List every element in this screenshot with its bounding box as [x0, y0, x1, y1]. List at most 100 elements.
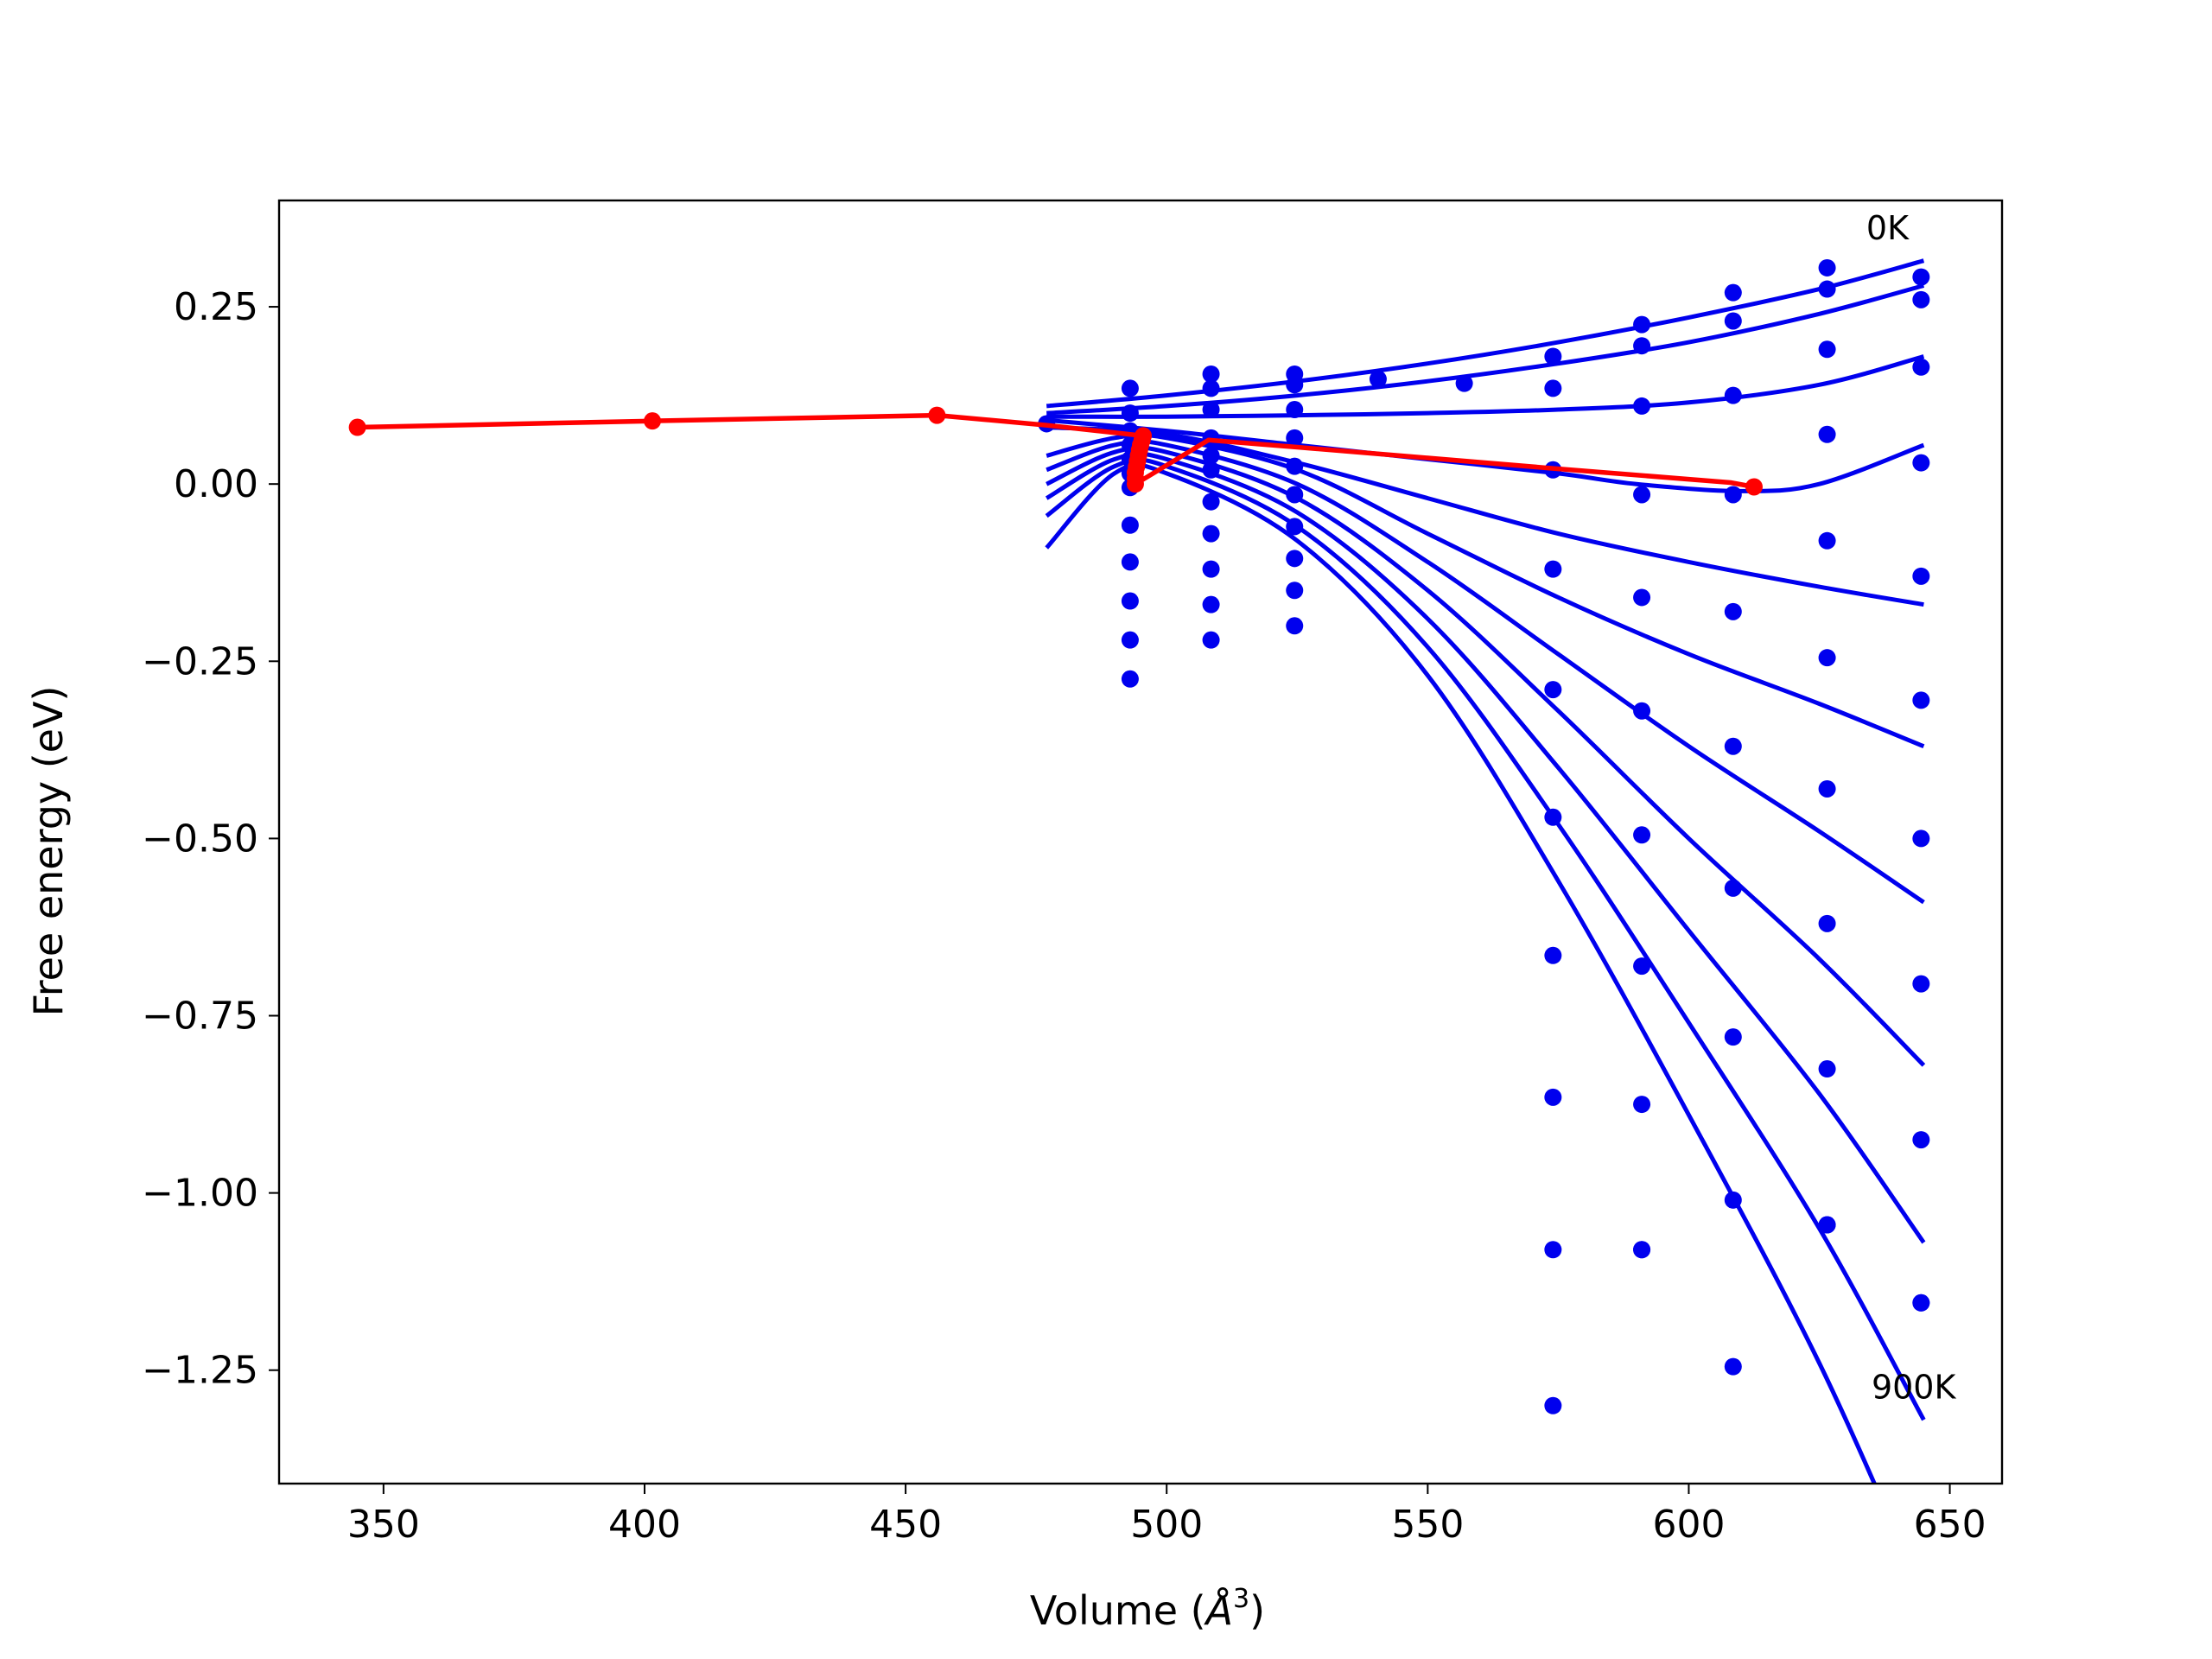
- data-point: [1912, 975, 1930, 993]
- data-point: [1202, 524, 1220, 543]
- data-point: [1544, 1241, 1562, 1259]
- data-point: [1286, 617, 1304, 635]
- y-axis-ticks: 0.25 0.00 −0.25 −0.50 −0.75 −1.00 −1.25: [142, 285, 279, 1393]
- y-tick-label: −0.75: [142, 995, 258, 1039]
- x-tick-label: 600: [1652, 1503, 1725, 1547]
- data-point: [1724, 737, 1742, 755]
- data-point: [1724, 1357, 1742, 1376]
- data-point: [1912, 567, 1930, 585]
- data-point: [1121, 592, 1139, 610]
- data-point: [1633, 1241, 1651, 1259]
- data-point: [1818, 779, 1836, 798]
- data-point: [1912, 290, 1930, 308]
- data-point: [1202, 379, 1220, 397]
- red-minima-series: [348, 406, 1763, 496]
- data-point: [1202, 631, 1220, 649]
- fit-curve-9: [1045, 457, 1926, 1421]
- y-tick-label: 0.25: [174, 285, 258, 329]
- data-point: [1544, 946, 1562, 964]
- data-point: [1202, 401, 1220, 419]
- data-point: [1202, 560, 1220, 578]
- fit-curve-1: [1046, 283, 1925, 416]
- x-axis-ticks: 350 400 450 500 550 600 650: [347, 1484, 1986, 1547]
- data-point: [1202, 595, 1220, 613]
- data-point: [1544, 808, 1562, 826]
- data-point: [1912, 268, 1930, 286]
- y-tick-label: 0.00: [174, 462, 258, 506]
- data-point: [1286, 550, 1304, 568]
- data-point: [1286, 582, 1304, 600]
- fit-curve-6: [1046, 438, 1925, 905]
- data-point: [1633, 315, 1651, 334]
- y-tick-label: −0.50: [142, 817, 258, 861]
- data-point: [1912, 691, 1930, 709]
- data-point: [1818, 258, 1836, 276]
- data-point: [1544, 1396, 1562, 1414]
- data-point: [1455, 374, 1473, 392]
- fit-curve-7: [1046, 445, 1926, 1067]
- annotation-label: 0K: [1866, 209, 1910, 247]
- data-point: [1202, 447, 1220, 465]
- minima-point: [1126, 475, 1144, 493]
- data-point: [1633, 957, 1651, 976]
- data-point: [1121, 631, 1139, 649]
- data-point: [1818, 914, 1836, 932]
- data-point: [1724, 1191, 1742, 1209]
- data-point: [1633, 588, 1651, 607]
- data-point: [1286, 401, 1304, 419]
- data-point: [1633, 826, 1651, 844]
- minima-point: [644, 412, 662, 430]
- minima-point: [1745, 478, 1763, 496]
- x-tick-label: 450: [869, 1503, 942, 1547]
- annotation-label: 900K: [1872, 1369, 1957, 1407]
- data-point: [1633, 702, 1651, 720]
- fit-curve-8: [1045, 451, 1926, 1244]
- x-axis-label: Volume (Å3): [1030, 1584, 1265, 1634]
- data-point: [1724, 486, 1742, 504]
- y-tick-label: −0.25: [142, 639, 258, 683]
- minima-point: [348, 418, 366, 436]
- data-point: [1286, 376, 1304, 394]
- y-tick-label: −1.25: [142, 1349, 258, 1393]
- curve-annotations: 0K 900K: [1866, 209, 1957, 1406]
- fit-curve-2: [1046, 354, 1925, 419]
- data-point: [1818, 1216, 1836, 1234]
- data-point: [1912, 830, 1930, 848]
- data-point: [1818, 1060, 1836, 1078]
- data-point: [1724, 879, 1742, 897]
- data-point: [1633, 397, 1651, 415]
- data-point: [1633, 1096, 1651, 1114]
- data-point: [1724, 283, 1742, 302]
- x-tick-label: 650: [1914, 1503, 1986, 1547]
- plot-frame: [277, 199, 2004, 1485]
- x-tick-label: 350: [347, 1503, 420, 1547]
- fit-curve-0: [1046, 258, 1925, 409]
- data-point: [1724, 1028, 1742, 1046]
- minima-point: [928, 406, 946, 424]
- data-point: [1818, 340, 1836, 359]
- data-point: [1724, 602, 1742, 620]
- data-point: [1912, 454, 1930, 472]
- data-point: [1818, 531, 1836, 550]
- data-point: [1544, 560, 1562, 578]
- data-point: [1202, 461, 1220, 479]
- x-tick-label: 550: [1391, 1503, 1464, 1547]
- data-point: [1912, 1294, 1930, 1312]
- data-point: [1544, 681, 1562, 699]
- data-point: [1121, 670, 1139, 688]
- data-point: [1633, 486, 1651, 504]
- x-tick-label: 400: [608, 1503, 681, 1547]
- data-point: [1121, 553, 1139, 571]
- data-point: [1202, 493, 1220, 511]
- data-point: [1818, 649, 1836, 667]
- x-tick-label: 500: [1130, 1503, 1203, 1547]
- fit-curve-10: [1045, 462, 1878, 1484]
- data-point: [1544, 347, 1562, 365]
- data-point: [1912, 358, 1930, 376]
- data-point: [1121, 379, 1139, 397]
- data-point: [1286, 457, 1304, 475]
- data-point: [1544, 379, 1562, 397]
- data-point: [1121, 404, 1139, 423]
